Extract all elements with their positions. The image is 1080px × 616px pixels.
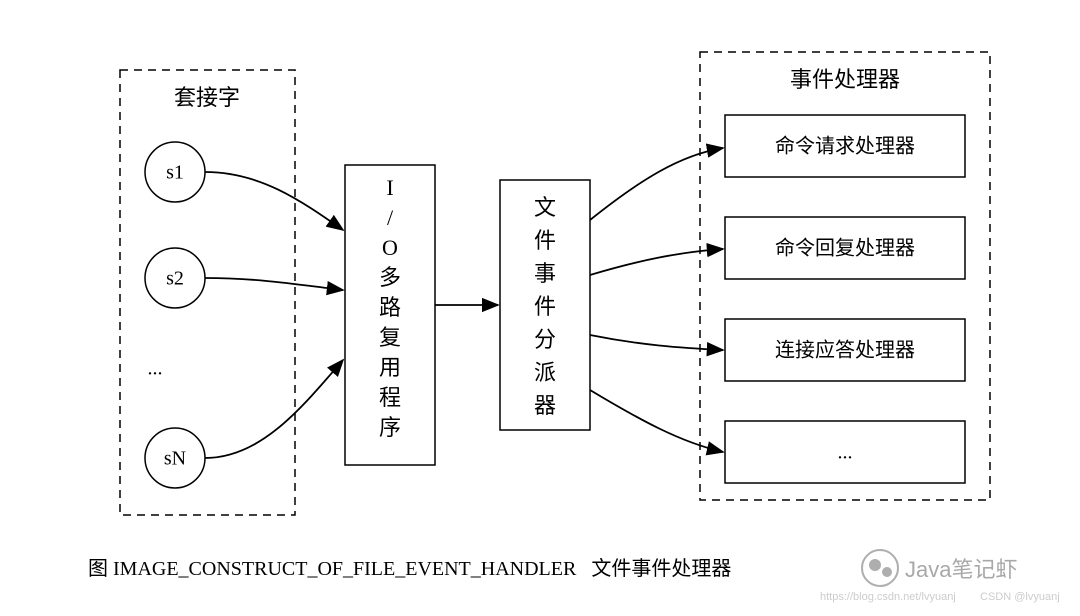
svg-text:复: 复 (379, 325, 401, 350)
dispatcher-box: 文 件 事 件 分 派 器 (500, 180, 590, 430)
svg-text:派: 派 (534, 360, 556, 385)
csdn-handle-watermark: CSDN @lvyuanj (980, 591, 1060, 603)
arrow-dispatch-h4 (590, 390, 723, 452)
svg-text:器: 器 (534, 393, 556, 418)
arrow-sN-mux (205, 360, 343, 458)
handlers-group: 事件处理器 命令请求处理器 命令回复处理器 连接应答处理器 ... (700, 52, 990, 500)
arrow-dispatch-h1 (590, 148, 723, 220)
arrow-s2-mux (205, 278, 343, 290)
sockets-group: 套接字 s1 s2 ... sN (120, 70, 295, 515)
csdn-url-watermark: https://blog.csdn.net/lvyuanj (820, 591, 956, 603)
svg-text:多: 多 (379, 265, 401, 290)
svg-text:I: I (386, 175, 393, 200)
svg-text:文: 文 (534, 195, 556, 220)
svg-text:用: 用 (379, 355, 401, 380)
wechat-watermark (862, 550, 898, 586)
socket-ellipsis-label: ... (148, 358, 163, 380)
svg-text:事: 事 (534, 261, 556, 286)
figure-caption: 图 IMAGE_CONSTRUCT_OF_FILE_EVENT_HANDLER … (88, 557, 731, 580)
socket-s2-label: s2 (166, 268, 184, 290)
arrow-dispatch-h2 (590, 249, 723, 275)
arrow-s1-mux (205, 172, 343, 230)
wechat-watermark-text: Java笔记虾 (905, 557, 1017, 582)
socket-s1-label: s1 (166, 162, 184, 184)
svg-text:路: 路 (379, 295, 401, 320)
svg-text:/: / (387, 205, 394, 230)
handler-label-4: ... (838, 442, 853, 464)
handlers-title: 事件处理器 (790, 67, 900, 92)
arrow-dispatch-h3 (590, 335, 723, 350)
svg-text:分: 分 (534, 327, 556, 352)
svg-text:件: 件 (534, 228, 556, 253)
handler-label-1: 命令请求处理器 (775, 135, 915, 158)
svg-text:件: 件 (534, 294, 556, 319)
sockets-title: 套接字 (174, 85, 240, 110)
svg-text:O: O (382, 235, 398, 260)
svg-text:序: 序 (379, 415, 401, 440)
io-mux-box: I / O 多 路 复 用 程 序 (345, 165, 435, 465)
handler-label-2: 命令回复处理器 (775, 237, 915, 260)
socket-sN-label: sN (164, 448, 186, 470)
svg-text:程: 程 (379, 385, 401, 410)
handler-label-3: 连接应答处理器 (775, 339, 915, 362)
file-event-handler-diagram: 套接字 s1 s2 ... sN I / O 多 路 复 用 程 序 文 件 事… (0, 0, 1080, 616)
